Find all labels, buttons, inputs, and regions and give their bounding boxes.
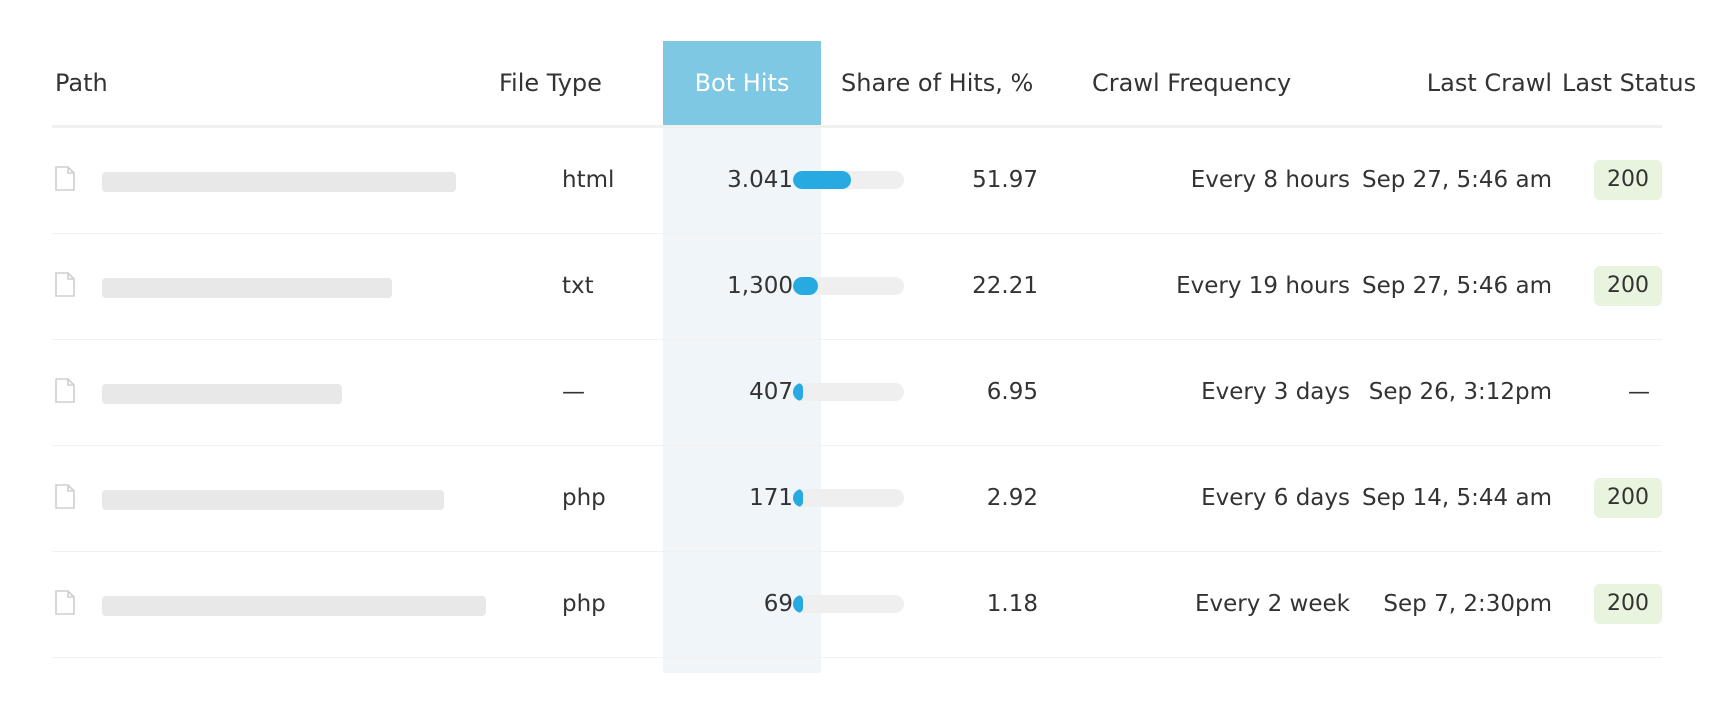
bot-hits-cell: 69 — [763, 591, 793, 617]
share-value-cell: 51.97 — [972, 167, 1038, 193]
status-badge: 200 — [1594, 160, 1662, 200]
status-badge: 200 — [1594, 584, 1662, 624]
path-placeholder[interactable] — [102, 490, 444, 510]
bot-hits-cell: 407 — [749, 379, 793, 405]
share-bar-track — [793, 595, 904, 613]
share-bar-fill — [793, 489, 803, 507]
table-row[interactable]: php 171 2.92 Every 6 days Sep 14, 5:44 am 200 — [52, 446, 1662, 552]
path-placeholder[interactable] — [102, 278, 392, 298]
share-bar-fill — [793, 595, 803, 613]
crawl-frequency-cell: Every 3 days — [1201, 379, 1350, 405]
sorted-column-header-highlight — [663, 41, 821, 128]
table-row[interactable]: — 407 6.95 Every 3 days Sep 26, 3:12pm — — [52, 340, 1662, 446]
bot-hits-cell: 1,300 — [727, 273, 793, 299]
status-empty: — — [1628, 380, 1650, 405]
bot-hits-cell: 171 — [749, 485, 793, 511]
column-header-last-crawl[interactable]: Last Crawl — [1426, 69, 1552, 97]
crawl-frequency-cell: Every 2 week — [1194, 591, 1350, 617]
table-row[interactable]: php 69 1.18 Every 2 week Sep 7, 2:30pm 200 — [52, 552, 1662, 658]
file-icon — [55, 378, 75, 403]
bot-hits-cell: 3.041 — [727, 167, 793, 193]
file-type-cell: php — [562, 591, 606, 617]
file-icon — [55, 272, 75, 297]
share-value-cell: 6.95 — [986, 379, 1038, 405]
crawl-frequency-cell: Every 8 hours — [1190, 167, 1350, 193]
file-type-cell: html — [562, 167, 615, 193]
table-row[interactable]: txt 1,300 22.21 Every 19 hours Sep 27, 5:46 … — [52, 234, 1662, 340]
column-header-last-status[interactable]: Last Status — [1562, 69, 1697, 97]
share-bar-track — [793, 277, 904, 295]
table-row[interactable]: html 3.041 51.97 Every 8 hours Sep 27, 5:46 … — [52, 128, 1662, 234]
sorted-column-highlight — [663, 128, 821, 673]
crawl-frequency-cell: Every 6 days — [1201, 485, 1350, 511]
column-header-path[interactable]: Path — [55, 69, 108, 97]
column-header-file-type[interactable]: File Type — [499, 69, 602, 97]
file-type-cell: php — [562, 485, 606, 511]
column-header-share[interactable]: Share of Hits, % — [841, 69, 1034, 97]
share-bar-track — [793, 171, 904, 189]
share-bar-track — [793, 489, 904, 507]
status-badge: 200 — [1594, 478, 1662, 518]
path-placeholder[interactable] — [102, 596, 486, 616]
file-icon — [55, 484, 75, 509]
share-bar-fill — [793, 277, 818, 295]
column-header-crawl-frequency[interactable]: Crawl Frequency — [1092, 69, 1292, 97]
last-crawl-cell: Sep 26, 3:12pm — [1368, 379, 1552, 405]
table-header: Path File Type Bot Hits Share of Hits, %… — [52, 41, 1697, 128]
last-crawl-cell: Sep 27, 5:46 am — [1361, 273, 1552, 299]
file-icon — [55, 166, 75, 191]
path-placeholder[interactable] — [102, 172, 456, 192]
share-value-cell: 1.18 — [986, 591, 1038, 617]
status-badge: 200 — [1594, 266, 1662, 306]
last-crawl-cell: Sep 7, 2:30pm — [1383, 591, 1552, 617]
share-bar-fill — [793, 171, 851, 189]
crawl-frequency-cell: Every 19 hours — [1176, 273, 1350, 299]
file-icon — [55, 590, 75, 615]
share-value-cell: 22.21 — [972, 273, 1038, 299]
share-value-cell: 2.92 — [986, 485, 1038, 511]
file-type-cell: — — [562, 379, 585, 405]
share-bar-fill — [793, 383, 803, 401]
share-bar-track — [793, 383, 904, 401]
last-crawl-cell: Sep 27, 5:46 am — [1361, 167, 1552, 193]
file-type-cell: txt — [562, 273, 594, 299]
last-crawl-cell: Sep 14, 5:44 am — [1361, 485, 1552, 511]
path-placeholder[interactable] — [102, 384, 342, 404]
column-header-bot-hits[interactable]: Bot Hits — [694, 69, 790, 97]
